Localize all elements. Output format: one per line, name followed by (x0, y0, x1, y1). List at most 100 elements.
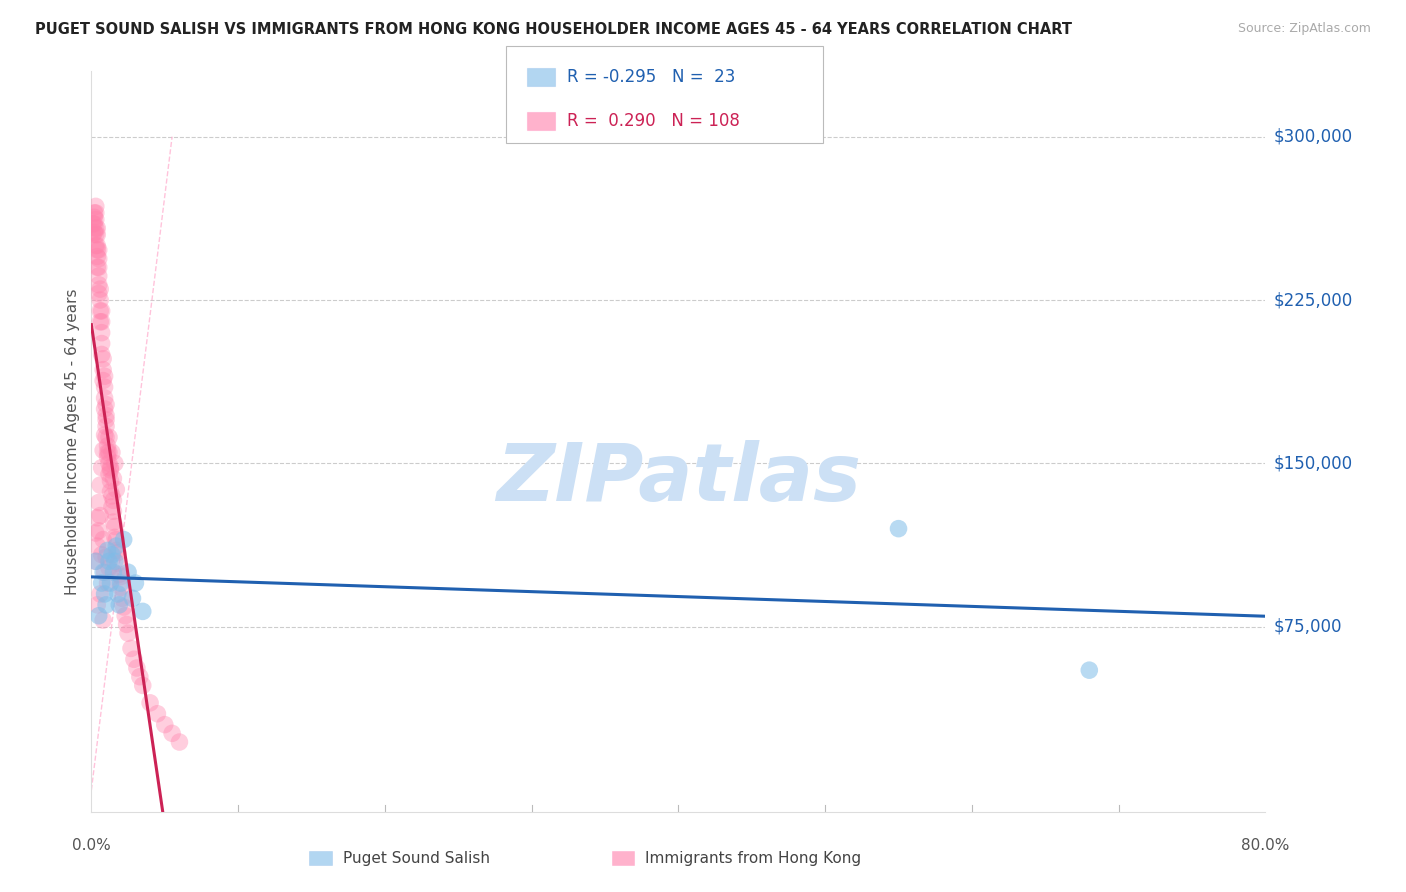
Point (122, 652, 145, 666)
Point (110, 581, 132, 595)
Point (117, 565, 139, 579)
Point (87, 252, 110, 266)
Point (103, 493, 125, 508)
Point (83, 226, 105, 240)
Point (84, 206, 107, 220)
Text: $300,000: $300,000 (1274, 128, 1353, 145)
Point (93, 391, 115, 405)
Point (117, 626, 139, 640)
Point (107, 545, 129, 560)
Point (105, 543, 128, 558)
Point (86, 227, 108, 242)
Text: ZIPatlas: ZIPatlas (496, 440, 860, 517)
Point (86, 510, 108, 524)
Point (90, 347, 112, 361)
Text: R =  0.290   N = 108: R = 0.290 N = 108 (567, 112, 740, 130)
Point (91, 351, 114, 366)
Point (105, 533, 128, 547)
Point (104, 456, 127, 470)
Point (103, 504, 125, 518)
Point (87, 495, 110, 509)
Point (89, 293, 111, 307)
Point (98, 467, 121, 482)
Point (100, 460, 122, 475)
Point (90, 326, 112, 340)
Point (132, 604, 155, 618)
Point (107, 587, 129, 601)
Text: R = -0.295   N =  23: R = -0.295 N = 23 (567, 68, 735, 86)
Point (101, 445, 124, 459)
Point (101, 500, 124, 514)
Point (139, 696, 162, 710)
Point (86, 539, 108, 553)
Point (94, 409, 117, 423)
Point (110, 576, 132, 591)
Point (98, 561, 121, 575)
Point (93, 587, 115, 601)
Point (83, 217, 105, 231)
Point (101, 548, 124, 562)
Text: $225,000: $225,000 (1274, 291, 1353, 309)
Point (93, 401, 115, 416)
Point (87, 277, 110, 292)
Point (107, 557, 129, 571)
Point (87, 608, 110, 623)
Point (86, 598, 108, 612)
Point (98, 445, 121, 459)
Point (128, 670, 150, 684)
Point (87, 243, 110, 257)
Y-axis label: Householder Income Ages 45 - 64 years: Householder Income Ages 45 - 64 years (65, 288, 80, 595)
Point (125, 661, 148, 675)
Point (82, 227, 104, 242)
Point (93, 565, 115, 579)
Point (112, 600, 135, 615)
Point (84, 554, 107, 568)
Point (146, 706, 169, 721)
Point (87, 524, 110, 538)
Point (160, 726, 183, 740)
Point (103, 515, 125, 529)
Point (90, 576, 112, 591)
Point (91, 443, 114, 458)
Point (103, 471, 125, 485)
Point (132, 678, 155, 692)
Point (89, 508, 111, 523)
Point (91, 362, 114, 376)
Point (153, 717, 176, 731)
Point (96, 445, 118, 459)
Point (86, 260, 108, 275)
Point (115, 617, 138, 632)
Point (100, 484, 122, 499)
Point (90, 304, 112, 318)
Point (96, 450, 118, 464)
Point (89, 282, 111, 296)
Point (112, 533, 135, 547)
Point (90, 460, 112, 475)
Point (108, 598, 131, 612)
Text: $150,000: $150,000 (1274, 454, 1353, 473)
Point (104, 554, 127, 568)
Point (93, 428, 115, 442)
Point (103, 565, 125, 579)
Point (86, 221, 108, 235)
Point (82, 217, 104, 231)
Point (94, 598, 117, 612)
Point (84, 238, 107, 252)
Point (98, 430, 121, 444)
Point (89, 478, 111, 492)
Point (104, 519, 127, 533)
Point (93, 369, 115, 384)
Point (101, 489, 124, 503)
Point (104, 530, 127, 544)
Point (91, 533, 114, 547)
Text: Immigrants from Hong Kong: Immigrants from Hong Kong (645, 851, 862, 865)
Text: Puget Sound Salish: Puget Sound Salish (343, 851, 491, 865)
Text: 0.0%: 0.0% (72, 838, 111, 853)
Point (86, 243, 108, 257)
Point (1078, 663, 1101, 677)
Point (84, 221, 107, 235)
Point (87, 268, 110, 283)
Point (96, 439, 118, 453)
Point (87, 286, 110, 301)
Point (169, 735, 191, 749)
